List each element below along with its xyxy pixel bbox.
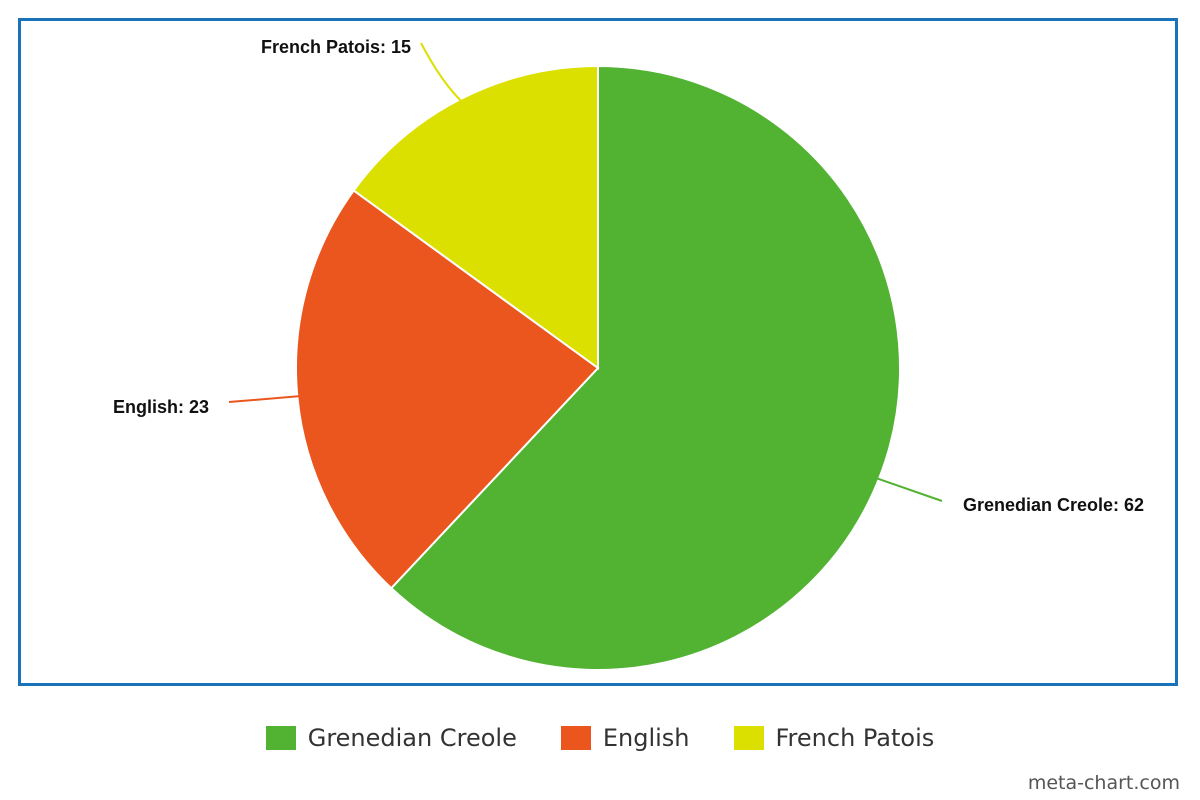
legend-label: English	[602, 724, 690, 752]
legend-label: French Patois	[775, 724, 935, 752]
legend-swatch	[560, 726, 591, 750]
watermark[interactable]: meta-chart.com	[1027, 772, 1180, 794]
data-label: Grenedian Creole: 62	[963, 495, 1144, 515]
legend-item-french-patois[interactable]: French Patois	[733, 724, 935, 752]
label-connector	[228, 395, 302, 403]
legend: Grenedian Creole English French Patois	[0, 724, 1200, 752]
legend-swatch	[733, 726, 764, 750]
legend-swatch	[265, 726, 296, 750]
pie-chart: Grenedian Creole: 62 English: 23 French Pa…	[113, 37, 1144, 671]
data-label: French Patois: 15	[261, 37, 411, 57]
label-connector	[874, 476, 943, 502]
data-label: English: 23	[113, 397, 209, 417]
legend-item-english[interactable]: English	[560, 724, 690, 752]
legend-item-grenedian-creole[interactable]: Grenedian Creole	[265, 724, 517, 752]
legend-label: Grenedian Creole	[307, 724, 517, 752]
chart-frame: Grenedian Creole: 62 English: 23 French Pa…	[18, 18, 1178, 686]
label-connector	[420, 42, 464, 104]
pie-slice-french-patois[interactable]	[352, 64, 599, 370]
